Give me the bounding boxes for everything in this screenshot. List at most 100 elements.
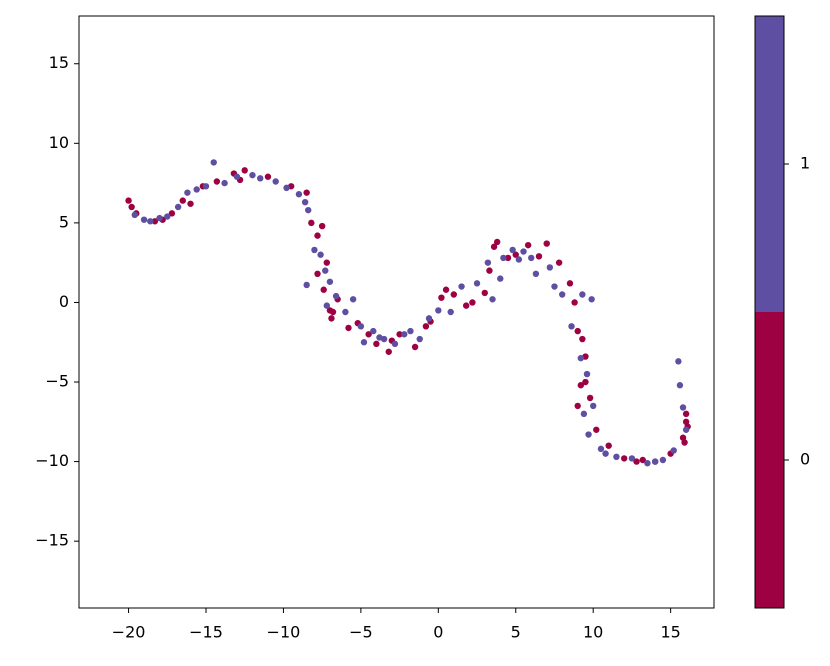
point <box>308 219 315 227</box>
point <box>670 447 677 454</box>
point <box>469 299 476 306</box>
point <box>295 191 303 198</box>
point <box>675 358 682 365</box>
x-tick-label: 0 <box>433 623 443 642</box>
point <box>140 216 148 223</box>
point <box>644 459 651 467</box>
point <box>582 378 589 386</box>
x-tick-label: 15 <box>660 623 680 642</box>
point <box>373 340 380 348</box>
plot-frame <box>78 15 715 609</box>
x-tick-label: −15 <box>189 623 223 642</box>
colorbar-tick-label: 0 <box>800 450 810 469</box>
point <box>500 254 507 262</box>
y-tick-label: −15 <box>35 531 69 550</box>
point <box>546 264 554 271</box>
point <box>493 238 501 246</box>
point <box>360 339 368 346</box>
y-tick-label: −10 <box>35 451 69 470</box>
x-tick-label: 5 <box>511 623 521 642</box>
point <box>213 178 221 185</box>
point <box>528 254 535 262</box>
point <box>320 286 327 293</box>
point <box>391 340 399 348</box>
point <box>221 179 228 187</box>
x-tick-label: −20 <box>112 623 146 642</box>
point <box>577 382 585 389</box>
point <box>179 197 186 204</box>
point <box>613 453 620 461</box>
point <box>328 315 335 322</box>
point <box>532 270 540 278</box>
point <box>317 251 324 258</box>
point <box>568 323 575 330</box>
point <box>555 259 563 266</box>
point <box>602 450 609 457</box>
point <box>342 308 349 316</box>
point <box>202 183 210 190</box>
point <box>512 251 519 258</box>
point <box>509 246 516 254</box>
point <box>566 280 574 287</box>
point <box>147 218 154 225</box>
point <box>679 404 687 411</box>
point <box>357 323 365 330</box>
point <box>633 458 640 465</box>
point <box>450 291 458 298</box>
point <box>583 370 591 378</box>
point <box>559 291 566 298</box>
point <box>580 410 588 418</box>
point <box>187 200 194 207</box>
y-tick-label: 10 <box>49 133 69 152</box>
point <box>588 296 595 303</box>
point <box>577 354 585 362</box>
point <box>131 211 138 219</box>
point <box>605 442 612 449</box>
point <box>597 445 605 453</box>
point <box>551 283 558 290</box>
point <box>442 286 450 293</box>
y-tick-label: 15 <box>49 53 69 72</box>
point <box>314 232 321 239</box>
point <box>628 455 636 462</box>
colorbar-tick-label: 1 <box>800 154 810 173</box>
point <box>535 253 543 260</box>
point <box>210 159 217 166</box>
point <box>345 324 352 332</box>
point <box>651 458 659 465</box>
point <box>125 197 132 204</box>
point <box>305 206 312 214</box>
point <box>682 410 690 418</box>
point <box>323 259 331 266</box>
point <box>524 241 532 249</box>
colorbar-segment <box>755 16 784 312</box>
point <box>323 302 331 309</box>
point <box>257 175 264 182</box>
colorbar-segment <box>755 312 784 608</box>
point <box>303 189 310 196</box>
point <box>489 296 496 303</box>
point <box>462 302 470 309</box>
colorbar-frame <box>754 15 785 609</box>
point <box>264 173 272 180</box>
point <box>435 307 442 314</box>
point <box>447 308 454 316</box>
point <box>164 213 171 220</box>
point <box>579 291 586 298</box>
point <box>233 173 241 180</box>
y-tick-label: 5 <box>59 212 69 231</box>
point <box>380 335 388 343</box>
point <box>520 248 527 255</box>
point <box>365 331 372 338</box>
point <box>401 331 408 338</box>
x-tick-label: −10 <box>267 623 301 642</box>
point <box>585 431 592 438</box>
point <box>589 402 597 410</box>
point <box>311 246 318 254</box>
point <box>128 203 135 211</box>
point <box>438 294 445 301</box>
point <box>481 289 488 297</box>
y-tick-label: −5 <box>45 372 69 391</box>
point <box>422 323 430 330</box>
